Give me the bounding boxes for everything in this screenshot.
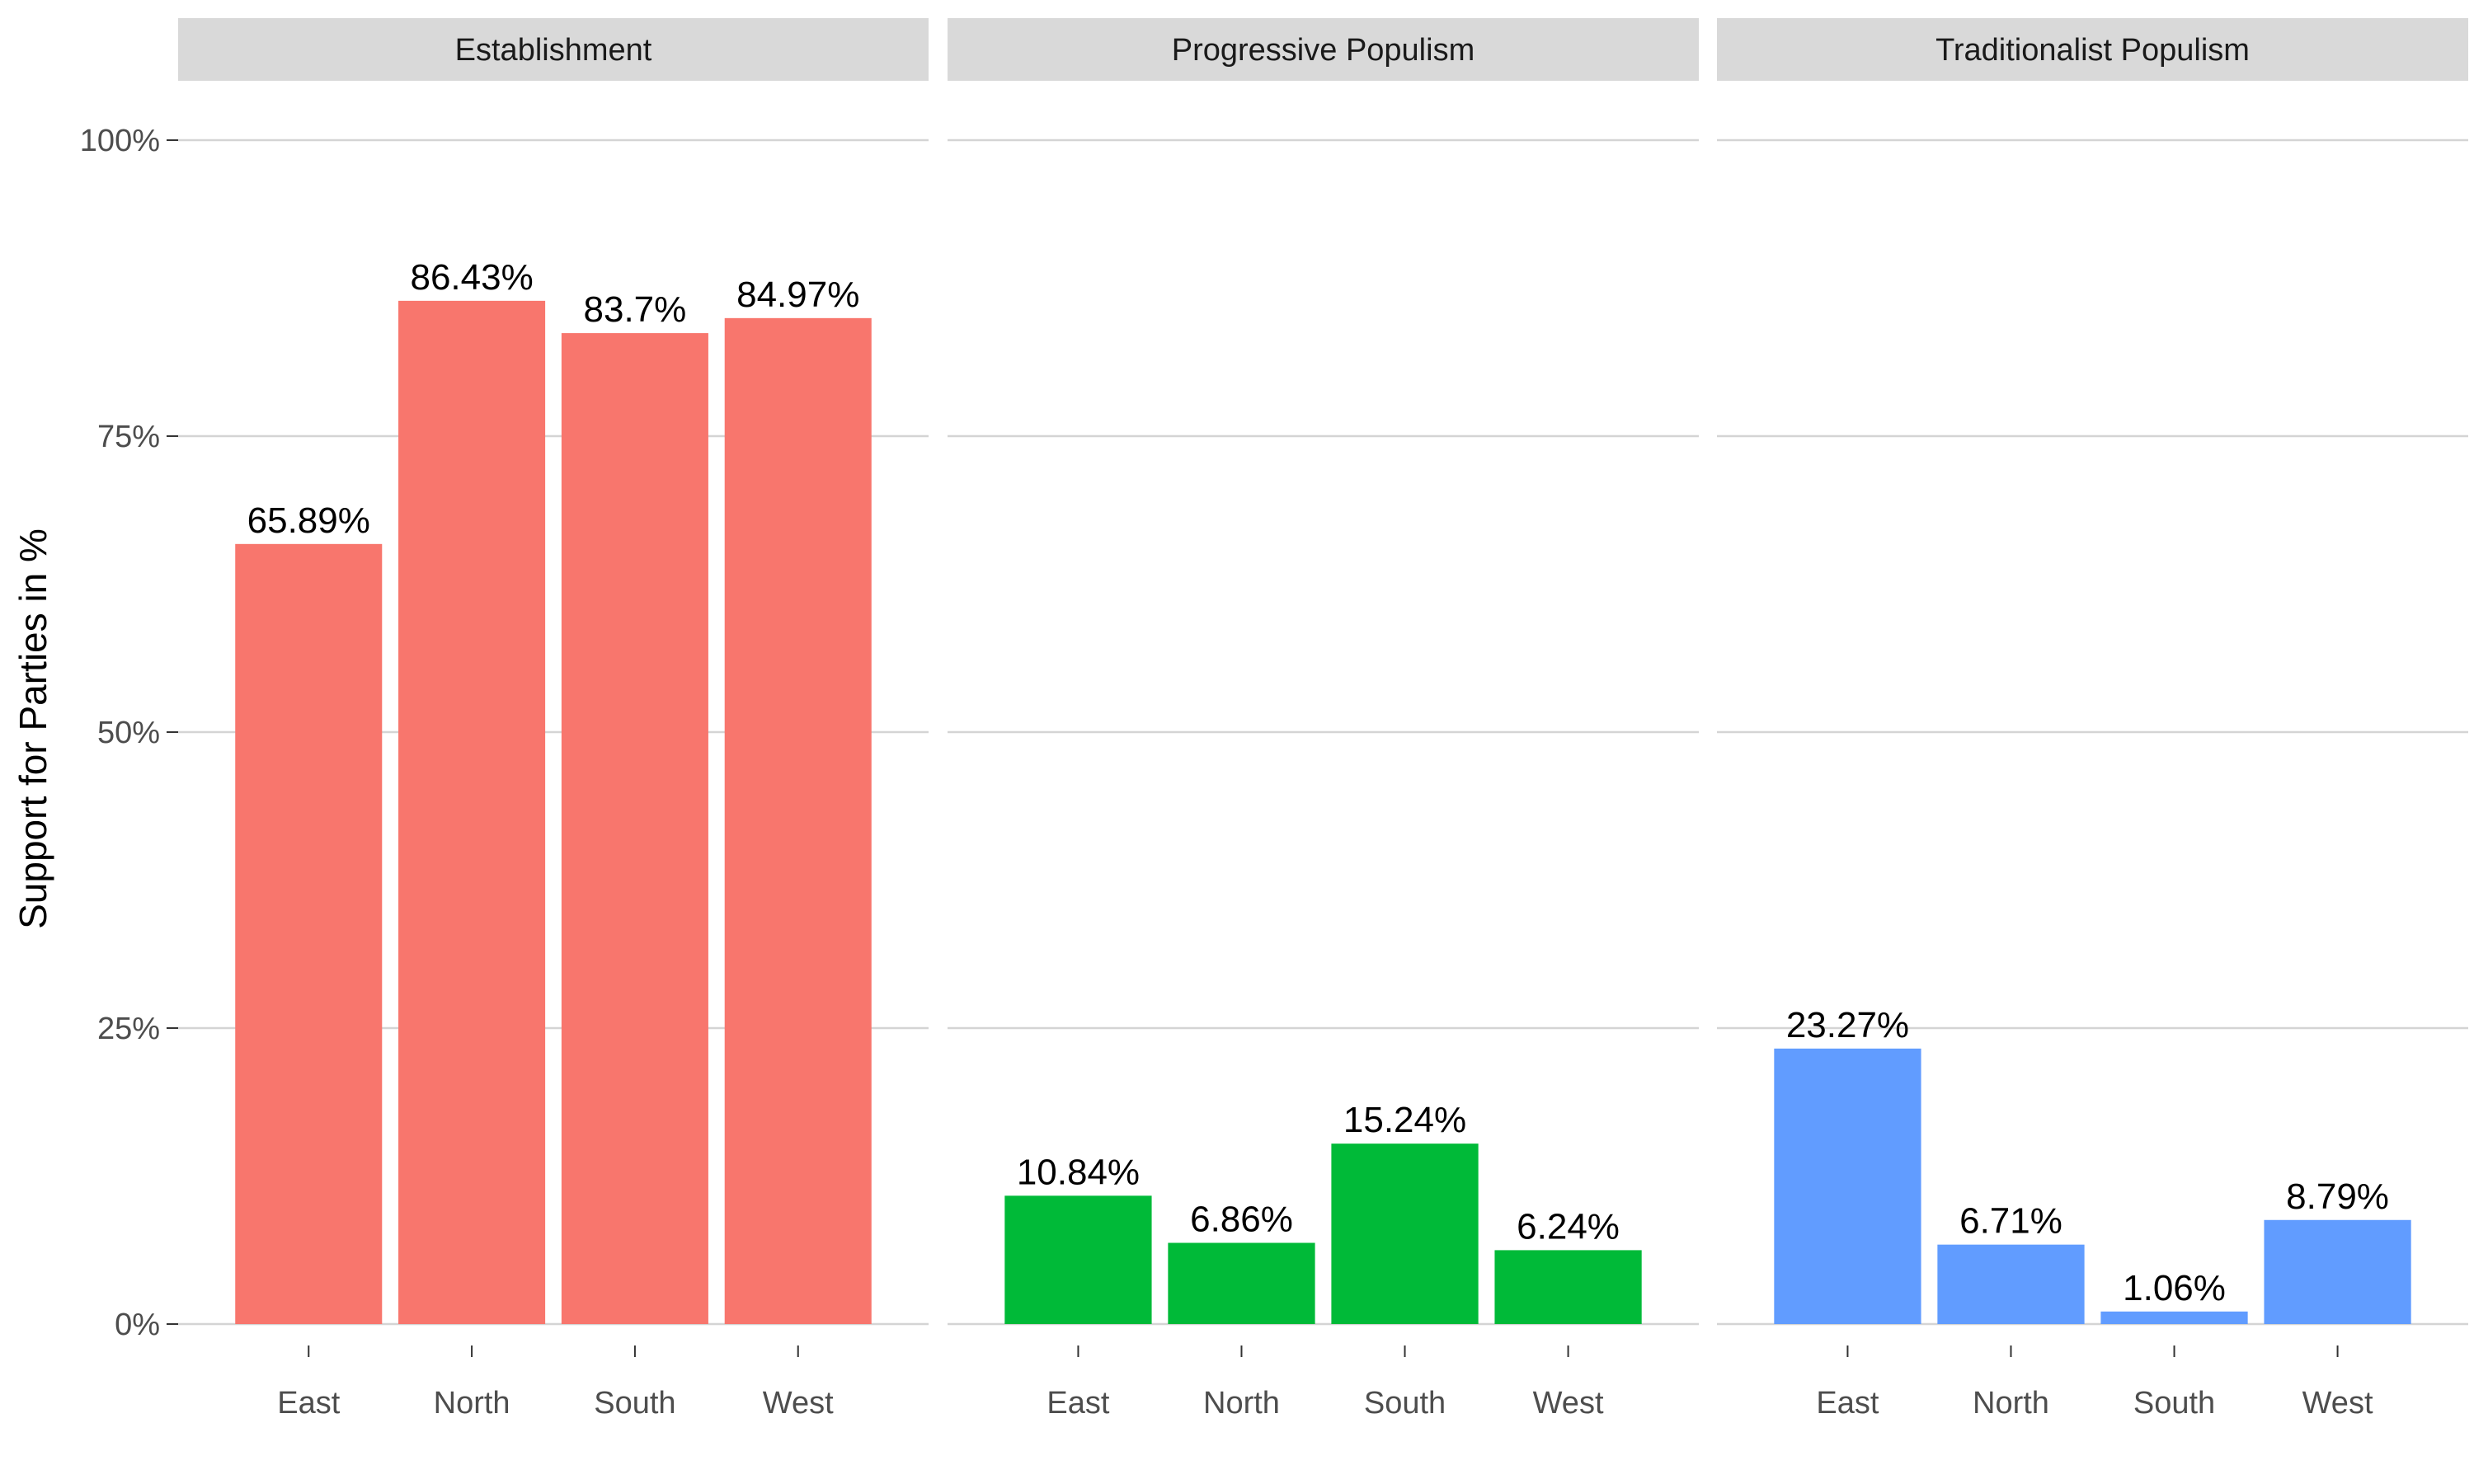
facet-panel: Establishment 65.89% East 86.43% North 83.7% S…: [178, 18, 929, 1421]
x-tick-label: North: [1203, 1386, 1280, 1421]
facet-title: Progressive Populism: [1172, 33, 1475, 68]
x-tick-label: East: [277, 1386, 340, 1421]
x-tick-label: West: [1533, 1386, 1604, 1421]
y-axis-title: Support for Parties in %: [12, 528, 54, 929]
bar-value-label: 1.06%: [2123, 1268, 2226, 1308]
x-tick-label: South: [594, 1386, 675, 1421]
facet-panel: Progressive Populism 10.84% East 6.86% North…: [948, 18, 1699, 1421]
y-tick-label: 75%: [97, 420, 160, 454]
y-tick-label: 25%: [97, 1012, 160, 1046]
x-tick-label: South: [1364, 1386, 1446, 1421]
facet-title: Establishment: [455, 33, 652, 68]
bar: [1494, 1250, 1642, 1324]
x-tick-label: East: [1047, 1386, 1109, 1421]
bar: [1937, 1244, 2085, 1324]
bar: [235, 543, 383, 1324]
bar: [1774, 1048, 1921, 1324]
bar-value-label: 6.71%: [1959, 1201, 2062, 1242]
facet-panels: Establishment 65.89% East 86.43% North 83.7% S…: [178, 18, 2468, 1421]
facet-strip: [178, 18, 929, 81]
bar-value-label: 10.84%: [1017, 1152, 1140, 1192]
bar: [398, 300, 546, 1324]
x-tick-label: North: [1973, 1386, 2049, 1421]
bar: [724, 317, 872, 1324]
y-axis: 0% 25% 50% 75% 100%: [80, 124, 178, 1342]
y-tick-label: 0%: [115, 1308, 160, 1342]
bar-value-label: 6.24%: [1517, 1206, 1620, 1247]
bar-value-label: 86.43%: [410, 257, 533, 298]
bar-value-label: 15.24%: [1343, 1100, 1466, 1140]
facet-title: Traditionalist Populism: [1935, 33, 2250, 68]
bar: [1004, 1195, 1152, 1324]
bar-value-label: 83.7%: [584, 289, 687, 330]
facet-strip: [1717, 18, 2468, 81]
bar-value-label: 6.86%: [1190, 1199, 1293, 1239]
bar: [1168, 1242, 1315, 1324]
x-tick-label: North: [434, 1386, 510, 1421]
x-tick-label: South: [2133, 1386, 2215, 1421]
facet-panel: Traditionalist Populism 23.27% East 6.71% No…: [1717, 18, 2468, 1421]
x-tick-label: West: [763, 1386, 834, 1421]
bar-value-label: 23.27%: [1786, 1005, 1909, 1045]
bar: [1331, 1144, 1479, 1324]
y-tick-label: 100%: [80, 124, 160, 158]
bar-value-label: 65.89%: [247, 500, 370, 541]
bar-value-label: 84.97%: [736, 275, 859, 315]
bar: [2264, 1219, 2411, 1324]
x-tick-label: East: [1816, 1386, 1879, 1421]
bar-value-label: 8.79%: [2286, 1176, 2389, 1217]
facet-strip: [948, 18, 1699, 81]
y-tick-label: 50%: [97, 716, 160, 750]
x-tick-label: West: [2302, 1386, 2373, 1421]
bar: [561, 333, 708, 1324]
bar: [2100, 1311, 2248, 1324]
